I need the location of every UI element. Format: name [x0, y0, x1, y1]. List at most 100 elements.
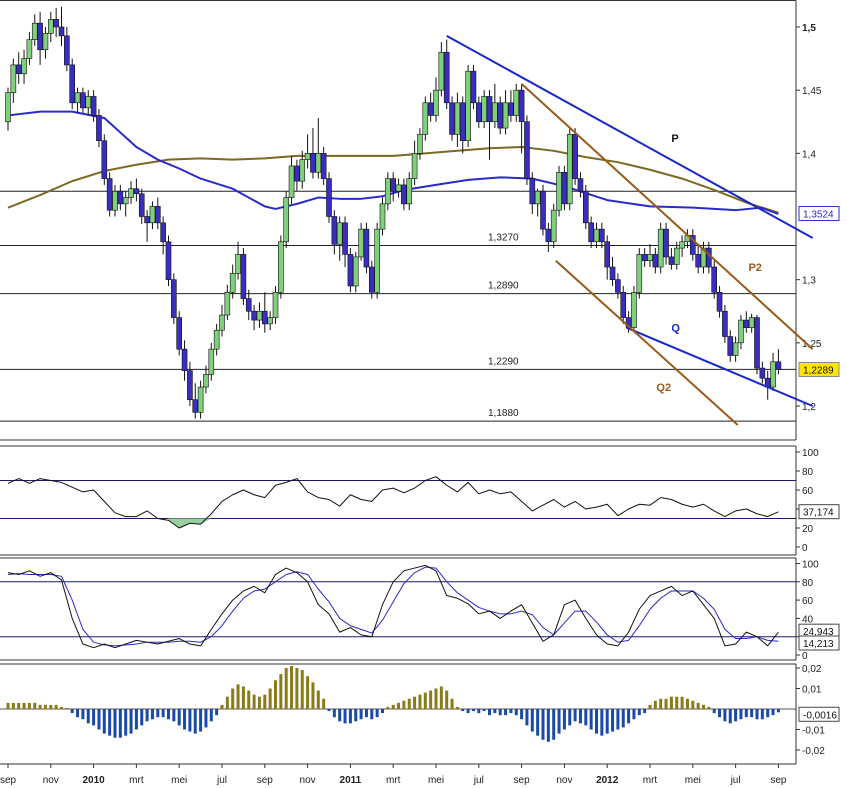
price-panel: 1,5 1,45 1,4 1,3 1,25 1,2 1,3270 1,2890 1,2290 1,… [0, 0, 840, 441]
macd-histogram-bar [488, 709, 491, 716]
down-candle [599, 228, 605, 243]
last-price-badge-text: 1,2289 [803, 365, 834, 376]
ma-value-badge-text: 1,3524 [803, 209, 834, 220]
macd-histogram-bar [627, 709, 631, 724]
macd-tick-label: 0,02 [802, 664, 822, 675]
macd-histogram-bar [643, 709, 647, 714]
x-tick-label: sep [514, 775, 531, 786]
macd-histogram-bar [284, 668, 288, 709]
down-candle [326, 178, 332, 217]
up-candle [26, 39, 33, 59]
up-candle [411, 153, 418, 179]
macd-histogram-bar [140, 709, 144, 726]
down-candle [572, 134, 578, 179]
macd-histogram-bar [70, 709, 74, 714]
long-moving-average-line [7, 146, 779, 214]
horizontal-level-label: 1,3270 [488, 233, 519, 244]
macd-histogram-bar [450, 698, 454, 709]
price-tick-label: 1,4 [802, 149, 816, 160]
down-candle [64, 35, 70, 66]
down-candle [320, 153, 327, 179]
rsi-tick-label: 20 [802, 524, 814, 535]
x-tick-label: nov [300, 775, 316, 786]
down-candle [561, 171, 568, 205]
rsi-tick-label: 60 [802, 486, 814, 497]
down-candle [37, 22, 43, 51]
down-candle [540, 190, 546, 230]
macd-histogram-bar [11, 702, 15, 709]
macd-histogram-bar [97, 709, 101, 730]
macd-histogram-bar [215, 709, 219, 716]
macd-histogram-bar [771, 709, 775, 716]
macd-histogram-bar [108, 709, 112, 736]
trendline-label: Q [671, 322, 680, 334]
up-candle [593, 228, 600, 243]
macd-histogram-bar [156, 709, 160, 718]
rsi-tick-label: 80 [802, 467, 814, 478]
macd-histogram-bar [193, 709, 197, 734]
stochastic-tick-label: 0 [802, 651, 808, 662]
stochastic-tick-label: 80 [802, 578, 814, 589]
macd-histogram-bar [6, 702, 10, 709]
down-candle [545, 228, 552, 243]
up-candle [315, 153, 322, 173]
macd-histogram-bar [755, 709, 759, 720]
trendline-label: Q2 [656, 382, 671, 394]
down-candle [58, 26, 65, 37]
last-price-badge: 1,2289 [798, 361, 840, 377]
macd-histogram-bar [584, 709, 588, 726]
macd-histogram-bar [236, 684, 240, 709]
up-candle [278, 241, 284, 293]
x-tick-label: mrt [643, 775, 658, 786]
down-candle [90, 96, 97, 116]
x-tick-label: mei [171, 775, 187, 786]
down-candle [363, 228, 370, 268]
macd-histogram-bar [685, 698, 689, 709]
macd-value-badge-text: -0,0016 [803, 710, 837, 721]
macd-histogram [6, 665, 780, 742]
macd-histogram-bar [455, 706, 459, 709]
macd-histogram-bar [707, 706, 711, 709]
macd-histogram-bar [680, 696, 684, 709]
ma-value-badge-box [798, 205, 840, 221]
macd-histogram-bar [231, 688, 235, 709]
down-candle [294, 165, 300, 182]
up-candle [272, 291, 279, 318]
rsi-panel: 10080604020037,174 [0, 445, 840, 556]
macd-histogram-bar [611, 709, 615, 732]
stochastic-tick-label: 40 [802, 614, 814, 625]
macd-histogram-bar [188, 709, 192, 732]
up-candle [481, 96, 487, 123]
macd-histogram-bar [359, 709, 363, 720]
macd-histogram-bar [632, 709, 636, 720]
down-candle [759, 367, 766, 379]
x-axis: sep nov 2010 mrt mei jul sep nov 2011 mrt mei jul se… [0, 764, 787, 786]
down-candle [754, 317, 760, 369]
down-candle [347, 254, 354, 287]
down-candle [401, 184, 407, 205]
down-candle [609, 266, 616, 280]
down-candle [615, 279, 621, 293]
macd-histogram-bar [605, 709, 609, 734]
macd-histogram-bar [723, 709, 727, 722]
rsi-value-badge: 37,174 [798, 504, 840, 520]
macd-histogram-bar [766, 709, 770, 718]
down-candle [261, 310, 268, 325]
down-candle [181, 348, 188, 371]
down-candle [588, 222, 594, 243]
down-candle [582, 190, 589, 224]
stochastic-d-badge: 14,213 [798, 635, 840, 651]
macd-histogram-bar [300, 670, 304, 709]
down-candle [171, 279, 177, 318]
macd-histogram-bar [600, 709, 604, 736]
macd-histogram-bar [434, 688, 438, 709]
macd-histogram-bar [471, 709, 475, 712]
down-candle [106, 178, 113, 211]
stochastic-k-badge: 24,943 [798, 623, 840, 639]
macd-histogram-bar [311, 682, 315, 709]
up-candle [288, 165, 295, 198]
up-candle [385, 178, 391, 205]
macd-histogram-bar [407, 698, 411, 709]
